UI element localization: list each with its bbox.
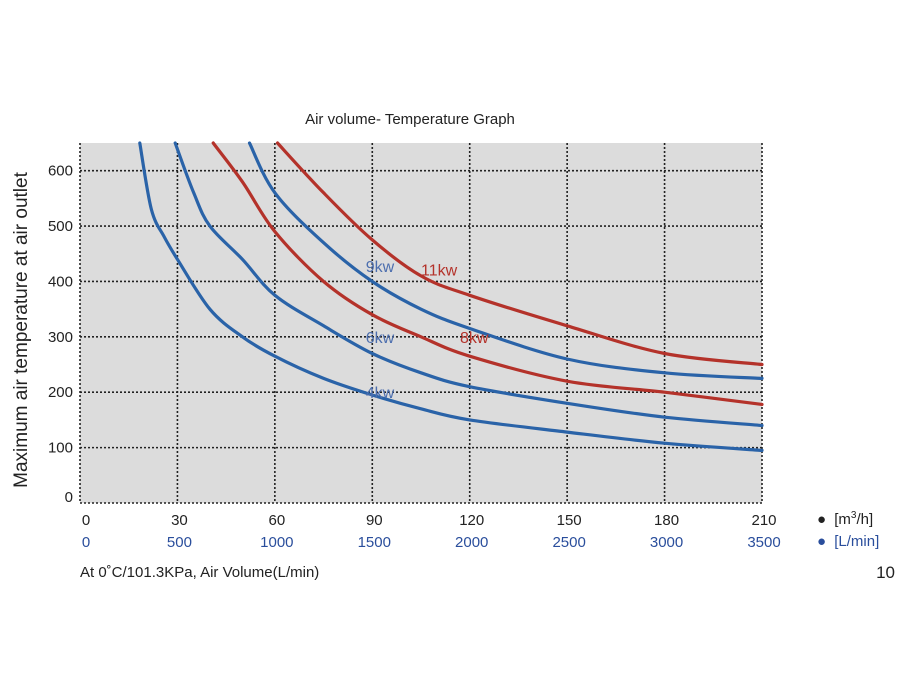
- x-ticks-m3h: 0 30 60 90 120 150 180 210: [82, 512, 777, 529]
- series-line-6kw: [173, 141, 764, 428]
- x-tick-label-lmin: 1500: [358, 534, 391, 551]
- series-line-9kw: [247, 141, 764, 380]
- x-tick-label-lmin: 0: [82, 534, 90, 551]
- x-tick-label-lmin: 3000: [650, 534, 683, 551]
- x-tick-label-m3h: 120: [459, 512, 484, 529]
- x-tick-label-lmin: 1000: [260, 534, 293, 551]
- unit-lmin-bullet: ●: [817, 533, 826, 550]
- footnote: At 0˚C/101.3KPa, Air Volume(L/min): [80, 564, 319, 581]
- x-tick-label-m3h: 30: [171, 512, 188, 529]
- x-tick-label-lmin: 2000: [455, 534, 488, 551]
- series-line-8kw: [211, 141, 764, 406]
- y-tick-label: 300: [48, 329, 73, 346]
- x-ticks-lmin: 0 500 1000 1500 2000 2500 3000 3500: [82, 534, 781, 551]
- x-tick-label-lmin: 3500: [747, 534, 780, 551]
- y-tick-label: 100: [48, 440, 73, 457]
- y-tick-label: 200: [48, 384, 73, 401]
- series-label-9kw: 9kw: [366, 259, 395, 276]
- x-tick-label-m3h: 150: [557, 512, 582, 529]
- series-labels: 4kw 6kw 8kw 9kw 11kw: [366, 259, 489, 402]
- x-tick-label-m3h: 210: [751, 512, 776, 529]
- x-tick-label-m3h: 90: [366, 512, 383, 529]
- series-label-8kw: 8kw: [460, 330, 489, 347]
- unit-m3h-prefix: [m: [834, 511, 851, 528]
- x-tick-label-lmin: 500: [167, 534, 192, 551]
- series-label-11kw: 11kw: [421, 262, 458, 279]
- unit-legend: ● [m3/h] ● [L/min]: [817, 510, 879, 550]
- series-line-11kw: [275, 141, 764, 367]
- y-tick-label: 0: [65, 489, 73, 506]
- x-tick-label-m3h: 0: [82, 512, 90, 529]
- unit-m3h-sup: 3: [851, 510, 857, 521]
- y-tick-label: 500: [48, 218, 73, 235]
- unit-lmin: ● [L/min]: [817, 533, 879, 550]
- y-tick-label: 600: [48, 163, 73, 180]
- plot-area: [80, 143, 762, 503]
- grid: [79, 143, 763, 504]
- page-number: 10: [876, 563, 895, 582]
- unit-m3h: ● [m3/h]: [817, 510, 873, 528]
- y-ticks: 0 100 200 300 400 500 600: [48, 163, 73, 506]
- unit-m3h-suffix: /h]: [856, 511, 873, 528]
- unit-lmin-label: [L/min]: [834, 533, 879, 550]
- series-label-6kw: 6kw: [366, 330, 395, 347]
- curves: [138, 141, 764, 452]
- x-tick-label-m3h: 60: [269, 512, 286, 529]
- x-tick-label-m3h: 180: [654, 512, 679, 529]
- series-line-4kw: [138, 141, 764, 452]
- y-axis-label: Maximum air temperature at air outlet: [11, 171, 32, 487]
- unit-m3h-bullet: ●: [817, 511, 826, 528]
- x-tick-label-lmin: 2500: [552, 534, 585, 551]
- y-tick-label: 400: [48, 273, 73, 290]
- series-label-4kw: 4kw: [366, 385, 395, 402]
- chart-title: Air volume- Temperature Graph: [305, 111, 515, 128]
